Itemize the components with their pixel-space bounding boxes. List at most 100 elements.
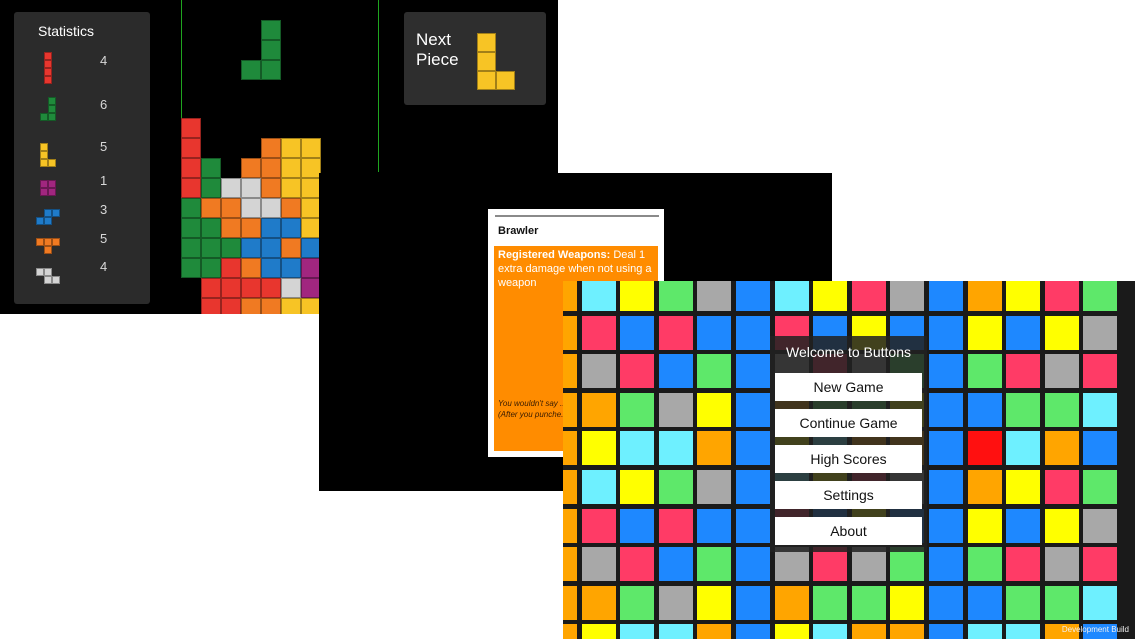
grid-button[interactable] — [1044, 392, 1079, 427]
grid-button[interactable] — [620, 392, 655, 427]
grid-button[interactable] — [1044, 508, 1079, 543]
grid-button[interactable] — [697, 392, 732, 427]
grid-button[interactable] — [967, 315, 1002, 350]
grid-button[interactable] — [581, 547, 616, 582]
grid-button[interactable] — [813, 281, 848, 311]
grid-button[interactable] — [1044, 585, 1079, 620]
grid-button[interactable] — [1044, 281, 1079, 311]
grid-button[interactable] — [890, 281, 925, 311]
grid-button[interactable] — [967, 392, 1002, 427]
high-scores-button[interactable]: High Scores — [775, 445, 922, 473]
grid-button[interactable] — [1006, 470, 1041, 504]
grid-button[interactable] — [620, 281, 655, 311]
grid-button[interactable] — [851, 585, 886, 620]
grid-button[interactable] — [1083, 281, 1118, 311]
grid-button[interactable] — [1006, 315, 1041, 350]
grid-button[interactable] — [697, 354, 732, 389]
grid-button[interactable] — [890, 624, 925, 639]
grid-button[interactable] — [929, 508, 963, 543]
grid-button[interactable] — [929, 547, 963, 582]
grid-button[interactable] — [563, 547, 577, 582]
grid-button[interactable] — [658, 315, 693, 350]
grid-button[interactable] — [929, 470, 963, 504]
grid-button[interactable] — [929, 624, 963, 639]
grid-button[interactable] — [1006, 624, 1041, 639]
grid-button[interactable] — [658, 431, 693, 466]
grid-button[interactable] — [774, 547, 809, 582]
about-button[interactable]: About — [775, 517, 922, 545]
grid-button[interactable] — [581, 585, 616, 620]
grid-button[interactable] — [1044, 315, 1079, 350]
grid-button[interactable] — [967, 547, 1002, 582]
grid-button[interactable] — [967, 508, 1002, 543]
grid-button[interactable] — [697, 431, 732, 466]
grid-button[interactable] — [563, 431, 577, 466]
grid-button[interactable] — [929, 315, 963, 350]
grid-button[interactable] — [1083, 470, 1118, 504]
grid-button[interactable] — [697, 315, 732, 350]
grid-button[interactable] — [1083, 547, 1118, 582]
grid-button[interactable] — [929, 392, 963, 427]
grid-button[interactable] — [967, 431, 1002, 466]
grid-button[interactable] — [1044, 354, 1079, 389]
grid-button[interactable] — [581, 315, 616, 350]
grid-button[interactable] — [929, 281, 963, 311]
grid-button[interactable] — [620, 470, 655, 504]
grid-button[interactable] — [736, 624, 770, 639]
grid-button[interactable] — [620, 624, 655, 639]
grid-button[interactable] — [736, 431, 770, 466]
grid-button[interactable] — [658, 392, 693, 427]
grid-button[interactable] — [774, 281, 809, 311]
grid-button[interactable] — [581, 508, 616, 543]
grid-button[interactable] — [563, 508, 577, 543]
grid-button[interactable] — [1083, 315, 1118, 350]
grid-button[interactable] — [658, 281, 693, 311]
grid-button[interactable] — [697, 470, 732, 504]
grid-button[interactable] — [697, 585, 732, 620]
grid-button[interactable] — [620, 585, 655, 620]
new-game-button[interactable]: New Game — [775, 373, 922, 401]
grid-button[interactable] — [563, 392, 577, 427]
grid-button[interactable] — [813, 585, 848, 620]
grid-button[interactable] — [1006, 585, 1041, 620]
grid-button[interactable] — [563, 624, 577, 639]
grid-button[interactable] — [658, 585, 693, 620]
grid-button[interactable] — [967, 470, 1002, 504]
grid-button[interactable] — [1044, 624, 1079, 639]
grid-button[interactable] — [563, 470, 577, 504]
grid-button[interactable] — [563, 315, 577, 350]
grid-button[interactable] — [1006, 281, 1041, 311]
grid-button[interactable] — [581, 470, 616, 504]
grid-button[interactable] — [581, 354, 616, 389]
grid-button[interactable] — [1006, 431, 1041, 466]
continue-game-button[interactable]: Continue Game — [775, 409, 922, 437]
grid-button[interactable] — [620, 315, 655, 350]
grid-button[interactable] — [967, 585, 1002, 620]
grid-button[interactable] — [929, 585, 963, 620]
grid-button[interactable] — [1006, 392, 1041, 427]
grid-button[interactable] — [697, 508, 732, 543]
grid-button[interactable] — [563, 281, 577, 311]
grid-button[interactable] — [851, 624, 886, 639]
grid-button[interactable] — [813, 547, 848, 582]
grid-button[interactable] — [813, 624, 848, 639]
grid-button[interactable] — [1044, 431, 1079, 466]
grid-button[interactable] — [563, 585, 577, 620]
grid-button[interactable] — [736, 315, 770, 350]
grid-button[interactable] — [581, 392, 616, 427]
grid-button[interactable] — [658, 508, 693, 543]
grid-button[interactable] — [1083, 508, 1118, 543]
grid-button[interactable] — [1083, 585, 1118, 620]
grid-button[interactable] — [658, 547, 693, 582]
grid-button[interactable] — [1006, 508, 1041, 543]
grid-button[interactable] — [1006, 547, 1041, 582]
grid-button[interactable] — [967, 624, 1002, 639]
grid-button[interactable] — [774, 624, 809, 639]
grid-button[interactable] — [736, 470, 770, 504]
grid-button[interactable] — [774, 585, 809, 620]
grid-button[interactable] — [658, 624, 693, 639]
grid-button[interactable] — [697, 547, 732, 582]
grid-button[interactable] — [697, 281, 732, 311]
grid-button[interactable] — [890, 585, 925, 620]
grid-button[interactable] — [1083, 624, 1118, 639]
